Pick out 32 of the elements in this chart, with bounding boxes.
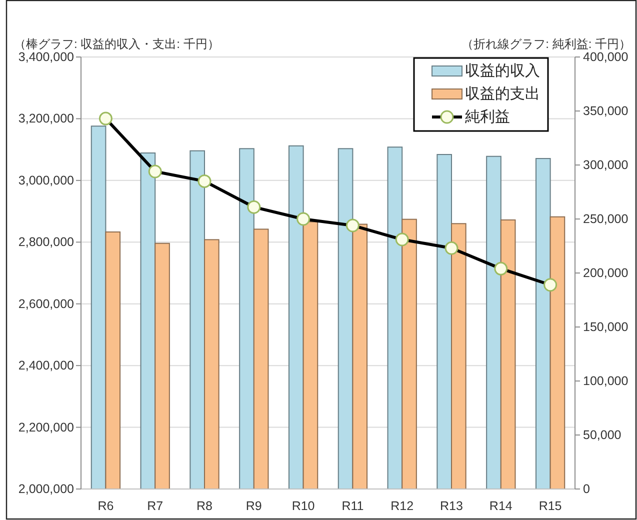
y2-tick-label: 100,000 bbox=[583, 374, 628, 388]
legend-label: 純利益 bbox=[465, 108, 510, 126]
x-tick-label: R12 bbox=[390, 499, 414, 513]
x-tick-label: R11 bbox=[342, 499, 364, 513]
x-tick-label: R10 bbox=[292, 499, 315, 513]
legend-label: 収益的収入 bbox=[465, 62, 540, 80]
y2-tick-label: 250,000 bbox=[583, 212, 628, 226]
x-tick-label: R6 bbox=[98, 499, 114, 513]
y-tick-label: 2,600,000 bbox=[18, 296, 74, 311]
x-tick-label: R9 bbox=[246, 499, 262, 513]
y-tick-label: 2,400,000 bbox=[18, 358, 74, 373]
x-tick-label: R14 bbox=[489, 499, 512, 513]
y-tick-label: 3,400,000 bbox=[18, 50, 74, 64]
x-tick-label: R13 bbox=[440, 499, 464, 513]
y-tick-label: 2,200,000 bbox=[18, 420, 74, 434]
y2-tick-label: 50,000 bbox=[583, 428, 622, 442]
y2-axis-title: （折れ線グラフ: 純利益: 千円） bbox=[462, 37, 631, 51]
legend-label: 収益的支出 bbox=[465, 86, 540, 102]
y2-tick-label: 200,000 bbox=[583, 266, 628, 280]
y2-tick-label: 300,000 bbox=[583, 158, 628, 172]
y-tick-label: 2,000,000 bbox=[18, 482, 74, 496]
y-tick-label: 3,200,000 bbox=[18, 112, 74, 126]
x-tick-label: R8 bbox=[196, 499, 213, 513]
y-tick-label: 2,800,000 bbox=[18, 235, 74, 250]
x-tick-label: R15 bbox=[538, 499, 562, 513]
y2-tick-label: 350,000 bbox=[583, 104, 628, 118]
x-tick-label: R7 bbox=[147, 499, 164, 513]
y-axis-title: （棒グラフ: 収益的収入・支出: 千円） bbox=[14, 37, 220, 51]
y-tick-label: 3,000,000 bbox=[18, 173, 74, 188]
y2-tick-label: 150,000 bbox=[583, 320, 628, 334]
y2-tick-label: 400,000 bbox=[583, 50, 628, 64]
y2-tick-label: 0 bbox=[583, 482, 590, 496]
